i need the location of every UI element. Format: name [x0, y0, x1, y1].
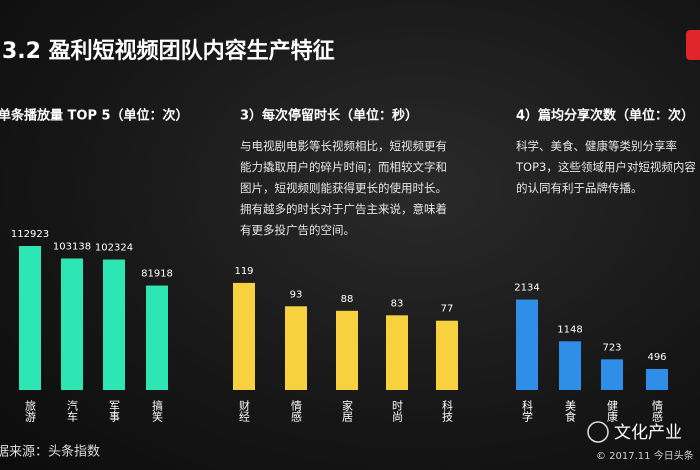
category-label: 家居 — [341, 399, 354, 423]
bar — [559, 341, 581, 390]
logo — [686, 30, 700, 60]
value-label: 77 — [441, 304, 454, 315]
category-label: 旅游 — [24, 399, 37, 422]
bar — [19, 246, 41, 390]
category-label: 健康 — [606, 400, 619, 422]
value-label: 1148 — [557, 324, 582, 335]
value-label: 723 — [602, 342, 621, 353]
wechat-icon — [587, 421, 609, 443]
category-label: 搞笑 — [151, 399, 164, 423]
bar — [436, 320, 458, 390]
panel-title: 单条播放量 TOP 5（单位：次） — [0, 108, 189, 124]
category-label: 美食 — [564, 400, 577, 423]
value-label: 112923 — [11, 229, 49, 240]
value-label: 81918 — [141, 269, 173, 280]
description: 科学、美食、健康等类别分享率TOP3，这些领域用户对短视频内容的认同有利于品牌传… — [516, 139, 696, 195]
category-label: 军事 — [108, 400, 121, 422]
watermark: 文化产业 — [614, 423, 682, 443]
bar — [336, 310, 358, 390]
panel-title: 4）篇均分享次数（单位：次） — [516, 108, 694, 124]
value-label: 2134 — [514, 283, 539, 294]
bar — [601, 359, 623, 390]
page-title: 3.2 盈利短视频团队内容生产特征 — [2, 38, 335, 64]
value-label: 103138 — [53, 241, 91, 252]
category-label: 科技 — [441, 399, 454, 423]
category-label: 情感 — [290, 400, 303, 422]
category-label: 汽车 — [66, 399, 79, 423]
bar — [386, 315, 408, 390]
value-label: 93 — [290, 289, 303, 300]
category-label: 时尚 — [391, 400, 404, 423]
bar — [516, 299, 538, 390]
value-label: 83 — [391, 298, 404, 309]
panel-title: 3）每次停留时长（单位：秒） — [240, 108, 418, 124]
value-label: 102324 — [95, 243, 133, 254]
value-label: 88 — [341, 294, 354, 305]
bar — [285, 306, 307, 390]
category-label: 情感 — [651, 400, 664, 422]
bar — [103, 259, 125, 390]
bar — [146, 285, 168, 390]
copyright: © 2017.11 今日头条 — [596, 449, 694, 462]
bar — [61, 258, 83, 390]
category-label: 科学 — [521, 399, 534, 422]
value-label: 496 — [647, 352, 666, 363]
category-label: 财经 — [238, 399, 251, 422]
value-label: 119 — [234, 266, 253, 277]
description: 与电视剧电影等长视频相比，短视频更有能力撬取用户的碎片时间；而相较文字和图片，短… — [240, 139, 447, 237]
bar — [233, 282, 255, 390]
bar — [646, 368, 668, 390]
source: 据来源：头条指数 — [0, 444, 100, 460]
